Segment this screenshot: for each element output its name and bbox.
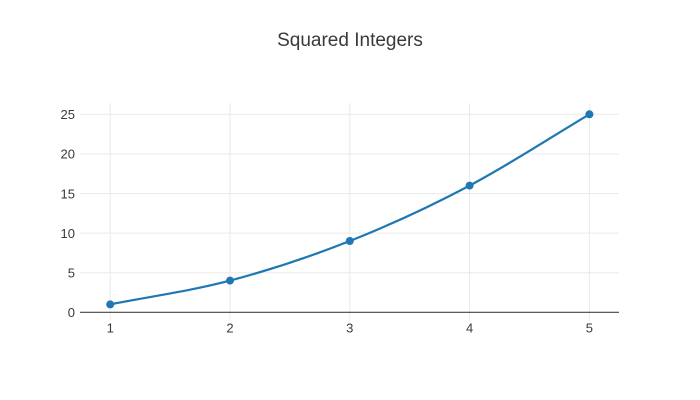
svg-text:1: 1 xyxy=(107,321,114,336)
svg-text:25: 25 xyxy=(61,107,75,122)
svg-text:5: 5 xyxy=(586,321,593,336)
svg-text:4: 4 xyxy=(466,321,473,336)
svg-text:3: 3 xyxy=(346,321,353,336)
svg-text:0: 0 xyxy=(68,305,75,320)
svg-text:10: 10 xyxy=(61,226,75,241)
svg-text:20: 20 xyxy=(61,147,75,162)
svg-text:5: 5 xyxy=(68,266,75,281)
svg-text:15: 15 xyxy=(61,186,75,201)
svg-text:2: 2 xyxy=(226,321,233,336)
